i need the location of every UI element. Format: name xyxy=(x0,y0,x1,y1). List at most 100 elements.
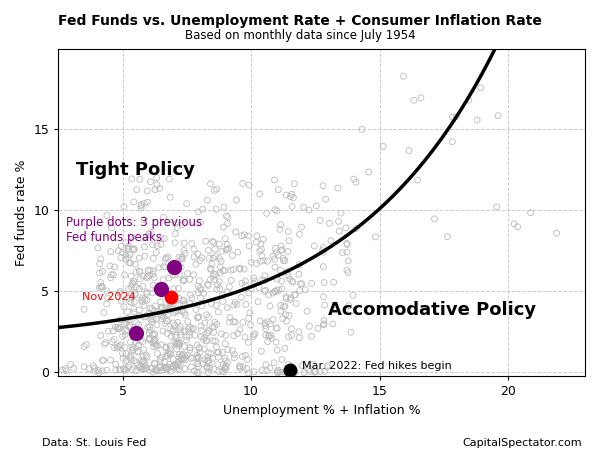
Point xyxy=(311,368,320,375)
Point xyxy=(162,352,172,359)
Point xyxy=(149,336,159,343)
Point xyxy=(271,324,281,332)
Point xyxy=(305,368,315,375)
Point xyxy=(311,202,321,210)
Point xyxy=(452,113,461,120)
Point xyxy=(166,299,175,306)
Point xyxy=(279,303,289,310)
Point xyxy=(210,246,220,253)
Point xyxy=(166,325,176,333)
Point xyxy=(238,319,248,326)
Point xyxy=(299,369,309,376)
Y-axis label: Fed funds rate %: Fed funds rate % xyxy=(15,159,28,266)
Point xyxy=(231,228,241,235)
Point xyxy=(136,337,145,344)
Point xyxy=(212,343,221,351)
Point xyxy=(246,285,256,292)
Point xyxy=(148,270,158,278)
Point xyxy=(230,351,239,358)
Point xyxy=(128,346,138,353)
Point xyxy=(179,247,189,254)
Point xyxy=(116,254,126,261)
Point xyxy=(124,317,133,324)
Point xyxy=(196,327,206,334)
Point xyxy=(233,249,242,256)
Point xyxy=(342,266,352,274)
Point xyxy=(220,364,230,371)
Point xyxy=(229,354,239,361)
Point xyxy=(116,316,125,324)
Point xyxy=(175,301,185,308)
Point xyxy=(121,239,130,246)
Text: Nov 2024: Nov 2024 xyxy=(82,292,136,302)
Point xyxy=(136,357,146,364)
Point xyxy=(203,247,213,254)
Point xyxy=(196,219,205,226)
Point xyxy=(223,214,233,221)
Point xyxy=(94,367,103,374)
X-axis label: Unemployment % + Inflation %: Unemployment % + Inflation % xyxy=(223,404,421,417)
Point xyxy=(254,284,264,291)
Point xyxy=(131,338,140,345)
Point xyxy=(196,284,205,291)
Point xyxy=(282,318,292,325)
Point xyxy=(167,297,176,305)
Point xyxy=(150,307,160,315)
Point xyxy=(197,302,207,310)
Point xyxy=(137,358,147,365)
Point xyxy=(140,243,149,251)
Point xyxy=(343,257,353,265)
Point xyxy=(217,368,227,375)
Point xyxy=(230,319,240,326)
Point xyxy=(320,368,329,375)
Point xyxy=(145,266,155,274)
Point xyxy=(167,294,176,301)
Point xyxy=(148,312,157,319)
Point xyxy=(261,361,271,369)
Point xyxy=(135,268,145,275)
Point xyxy=(122,357,131,364)
Point xyxy=(166,364,176,371)
Point xyxy=(241,352,250,359)
Point xyxy=(171,334,181,341)
Point xyxy=(227,347,237,354)
Point xyxy=(277,278,286,285)
Point xyxy=(275,369,285,376)
Point xyxy=(135,176,145,183)
Point xyxy=(185,328,195,336)
Point xyxy=(257,276,267,284)
Point xyxy=(193,283,203,290)
Point xyxy=(127,281,137,288)
Point xyxy=(160,235,169,242)
Point xyxy=(84,365,94,372)
Point xyxy=(101,339,110,346)
Point xyxy=(99,309,109,316)
Point xyxy=(194,344,204,351)
Point xyxy=(158,263,168,270)
Point xyxy=(379,143,388,150)
Point xyxy=(175,323,185,330)
Point xyxy=(283,248,293,255)
Point xyxy=(272,275,282,283)
Point xyxy=(113,325,123,332)
Point xyxy=(269,359,279,366)
Point xyxy=(206,265,215,272)
Point xyxy=(182,333,191,340)
Point xyxy=(129,247,139,254)
Point xyxy=(139,353,148,360)
Point xyxy=(238,364,248,371)
Point xyxy=(181,356,190,363)
Text: Fed Funds vs. Unemployment Rate + Consumer Inflation Rate: Fed Funds vs. Unemployment Rate + Consum… xyxy=(58,14,542,27)
Point xyxy=(266,332,276,339)
Point xyxy=(235,326,245,333)
Point xyxy=(151,342,161,350)
Point xyxy=(175,362,185,369)
Point xyxy=(169,263,179,270)
Point xyxy=(229,318,238,325)
Point xyxy=(136,202,146,210)
Point xyxy=(129,198,139,206)
Point xyxy=(79,306,89,313)
Point xyxy=(171,332,181,339)
Point xyxy=(147,318,157,325)
Point xyxy=(252,232,262,239)
